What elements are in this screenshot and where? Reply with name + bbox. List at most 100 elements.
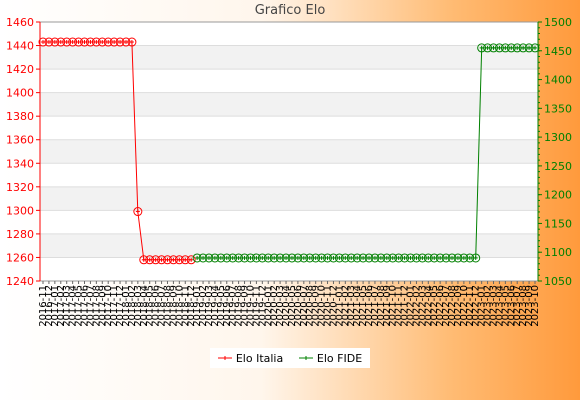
legend: Elo Italia Elo FIDE <box>210 348 370 368</box>
x-tick-label: 2019-09 <box>240 285 251 327</box>
y-left-tick-label: 1360 <box>6 134 34 147</box>
x-tick-label: 2023-03 <box>489 285 500 327</box>
x-tick-label: 2018-09 <box>168 285 179 327</box>
x-tick-label: 2020-08 <box>305 285 316 327</box>
x-tick-label: 2019-08 <box>234 285 245 327</box>
x-tick-label: 2021-05 <box>358 285 369 327</box>
y-right-tick-label: 1150 <box>544 217 572 230</box>
y-right-tick-label: 1200 <box>544 189 572 202</box>
x-tick-label: 2018-11 <box>180 285 191 327</box>
x-tick-label: 2019-06 <box>222 285 233 327</box>
x-tick-label: 2020-07 <box>299 285 310 327</box>
x-tick-label: 2021-02 <box>340 285 351 327</box>
x-tick-label: 2019-03 <box>204 285 215 327</box>
x-tick-label: 2023-07 <box>512 285 523 327</box>
x-tick-label: 2020-10 <box>317 285 328 327</box>
x-tick-label: 2017-06 <box>79 285 90 327</box>
x-tick-label: 2017-11 <box>109 285 120 327</box>
x-tick-label: 2017-01 <box>50 285 61 327</box>
x-tick-label: 2020-11 <box>323 285 334 327</box>
legend-label-elo-italia: Elo Italia <box>235 351 284 365</box>
x-tick-label: 2020-04 <box>281 285 292 327</box>
x-tick-label: 2017-03 <box>62 285 73 327</box>
x-tick-label: 2020-06 <box>293 285 304 327</box>
x-tick-label: 2023-06 <box>506 285 517 327</box>
x-tick-label: 2019-05 <box>216 285 227 327</box>
y-left-tick-label: 1380 <box>6 110 34 123</box>
x-tick-label: 2019-10 <box>245 285 256 327</box>
grid-band <box>40 45 538 70</box>
x-tick-label: 2017-04 <box>68 285 79 327</box>
x-tick-label: 2020-02 <box>269 285 280 327</box>
x-tick-label: 2020-12 <box>328 285 339 327</box>
y-right-tick-label: 1250 <box>544 160 572 173</box>
x-tick-label: 2018-07 <box>157 285 168 327</box>
x-tick-label: 2021-08 <box>376 285 387 327</box>
series-point <box>530 43 540 53</box>
x-tick-label: 2023-04 <box>494 285 505 327</box>
x-tick-label: 2021-09 <box>382 285 393 327</box>
x-tick-label: 2019-04 <box>210 285 221 327</box>
legend-marker-green <box>298 356 313 360</box>
grid-band <box>40 139 538 164</box>
y-right-tick-label: 1300 <box>544 131 572 144</box>
y-left-tick-label: 1280 <box>6 228 34 241</box>
series-point <box>471 253 481 263</box>
x-tick-label: 2018-02 <box>127 285 138 327</box>
x-tick-label: 2021-06 <box>364 285 375 327</box>
x-tick-label: 2022-04 <box>423 285 434 327</box>
series-point <box>127 37 137 47</box>
x-tick-label: 2022-03 <box>417 285 428 327</box>
x-tick-label: 2022-10 <box>459 285 470 327</box>
x-tick-label: 2017-05 <box>74 285 85 327</box>
x-tick-label: 2021-01 <box>334 285 345 327</box>
x-tick-label: 2018-12 <box>186 285 197 327</box>
x-tick-label: 2021-03 <box>346 285 357 327</box>
grid-band <box>40 233 538 258</box>
x-tick-label: 2019-02 <box>198 285 209 327</box>
x-tick-label: 2020-05 <box>287 285 298 327</box>
x-tick-label: 2019-01 <box>192 285 203 327</box>
series-point <box>133 207 143 217</box>
x-tick-label: 2018-06 <box>151 285 162 327</box>
y-left-tick-label: 1460 <box>6 16 34 29</box>
series-point <box>186 255 196 265</box>
y-right-tick-label: 1400 <box>544 74 572 87</box>
y-right-tick-label: 1450 <box>544 45 572 58</box>
x-tick-label: 2022-11 <box>465 285 476 327</box>
y-left-tick-label: 1340 <box>6 157 34 170</box>
x-tick-label: 2022-09 <box>453 285 464 327</box>
x-tick-label: 2019-07 <box>228 285 239 327</box>
x-tick-label: 2023-09 <box>524 285 535 327</box>
x-tick-label: 2016-12 <box>44 285 55 327</box>
x-tick-label: 2021-12 <box>400 285 411 327</box>
x-tick-label: 2021-10 <box>388 285 399 327</box>
legend-item-elo-italia[interactable]: Elo Italia <box>217 351 284 365</box>
y-right-tick-label: 1050 <box>544 275 572 288</box>
x-tick-label: 2017-02 <box>56 285 67 327</box>
y-right-tick-label: 1350 <box>544 102 572 115</box>
series-line <box>197 47 535 259</box>
x-tick-label: 2021-07 <box>370 285 381 327</box>
legend-marker-red <box>217 356 232 360</box>
legend-item-elo-fide[interactable]: Elo FIDE <box>298 352 362 365</box>
chart-title: Grafico Elo <box>254 3 326 18</box>
x-tick-label: 2018-08 <box>162 285 173 327</box>
x-tick-label: 2022-02 <box>411 285 422 327</box>
x-tick-label: 2019-12 <box>257 285 268 327</box>
x-tick-label: 2017-10 <box>103 285 114 327</box>
x-tick-label: 2021-11 <box>394 285 405 327</box>
x-tick-label: 2023-10 <box>530 285 541 327</box>
x-tick-label: 2022-08 <box>447 285 458 327</box>
x-tick-label: 2018-01 <box>121 285 132 327</box>
x-tick-label: 2020-09 <box>311 285 322 327</box>
x-tick-label: 2017-09 <box>97 285 108 327</box>
y-left-tick-label: 1320 <box>6 181 34 194</box>
y-right-tick-label: 1500 <box>544 16 572 29</box>
x-tick-label: 2016-11 <box>38 285 49 327</box>
y-left-tick-label: 1420 <box>6 63 34 76</box>
x-tick-label: 2017-07 <box>85 285 96 327</box>
x-tick-label: 2023-02 <box>483 285 494 327</box>
